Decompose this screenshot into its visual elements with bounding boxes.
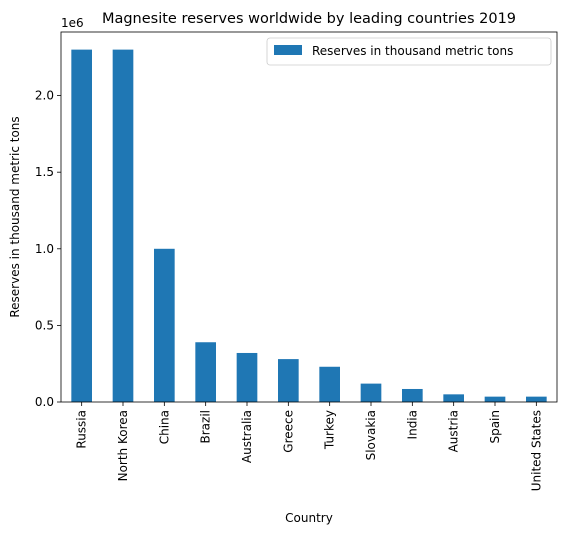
bar-turkey <box>319 366 340 402</box>
y-tick-label: 2.0 <box>35 89 54 103</box>
legend-box <box>266 37 552 66</box>
bar-north-korea <box>112 49 134 402</box>
x-tick-label: India <box>405 410 419 439</box>
bar-united-states <box>526 396 547 402</box>
x-tick-label: Spain <box>488 410 502 444</box>
x-tick-label: Greece <box>281 410 295 453</box>
y-offset-label: 1e6 <box>61 16 84 30</box>
x-tick-label: North Korea <box>116 410 130 481</box>
bars-group <box>71 49 547 402</box>
x-tick-label: United States <box>529 410 543 491</box>
plot-frame <box>60 31 558 403</box>
legend-label: Reserves in thousand metric tons <box>312 44 513 58</box>
chart-title: Magnesite reserves worldwide by leading … <box>102 11 516 27</box>
bar-brazil <box>195 342 216 402</box>
bar-greece <box>278 359 299 402</box>
y-tick-label: 1.0 <box>35 242 54 256</box>
bar-india <box>402 388 423 402</box>
x-tick-label: Australia <box>240 410 254 463</box>
bar-austria <box>443 394 464 402</box>
bar-slovakia <box>360 383 382 402</box>
bar-australia <box>236 352 258 402</box>
x-axis: Russia North Korea China Brazil Australia Gre… <box>75 402 543 491</box>
x-tick-label: Slovakia <box>364 410 378 460</box>
y-tick-label: 1.5 <box>35 165 54 179</box>
y-axis-label: Reserves in thousand metric tons <box>8 116 22 317</box>
x-tick-label: Turkey <box>323 410 337 450</box>
x-tick-label: China <box>157 410 171 444</box>
x-axis-label: Country <box>285 511 333 525</box>
y-tick-label: 0.0 <box>35 395 54 409</box>
legend: Reserves in thousand metric tons <box>266 37 552 66</box>
y-axis: 0.0 0.5 1.0 1.5 2.0 <box>35 89 61 409</box>
bar-russia <box>71 49 92 402</box>
y-tick-label: 0.5 <box>35 318 54 332</box>
bar-spain <box>484 396 506 402</box>
x-tick-label: Austria <box>447 410 461 452</box>
bar-china <box>154 248 175 402</box>
legend-swatch <box>274 45 302 55</box>
x-tick-label: Russia <box>75 410 89 449</box>
x-tick-label: Brazil <box>199 410 213 444</box>
